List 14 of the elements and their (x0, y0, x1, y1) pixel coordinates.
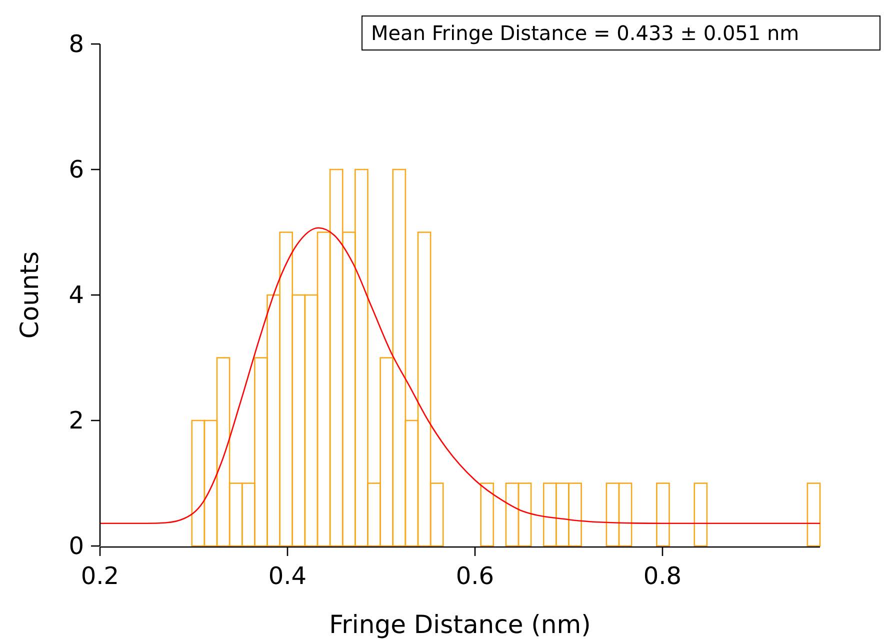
y-tick-label: 8 (68, 30, 84, 58)
x-tick-label: 0.6 (456, 562, 494, 590)
x-tick-label: 0.2 (80, 562, 120, 590)
y-tick-label: 2 (68, 406, 84, 434)
annotation: Mean Fringe Distance = 0.433 ± 0.051 nm (371, 21, 800, 45)
text-box: Mean Fringe Distance = 0.433 ± 0.051 nm (362, 16, 880, 50)
y-axis-title: Counts (15, 251, 44, 339)
x-tick-label: 0.4 (268, 562, 307, 590)
x-axis-title: Fringe Distance (nm) (329, 610, 591, 639)
y-tick-label: 6 (68, 156, 84, 184)
x-tick-label: 0.8 (643, 562, 682, 590)
y-tick-label: 0 (68, 532, 84, 560)
line-series (99, 227, 821, 524)
y-tick-label: 4 (68, 281, 84, 309)
